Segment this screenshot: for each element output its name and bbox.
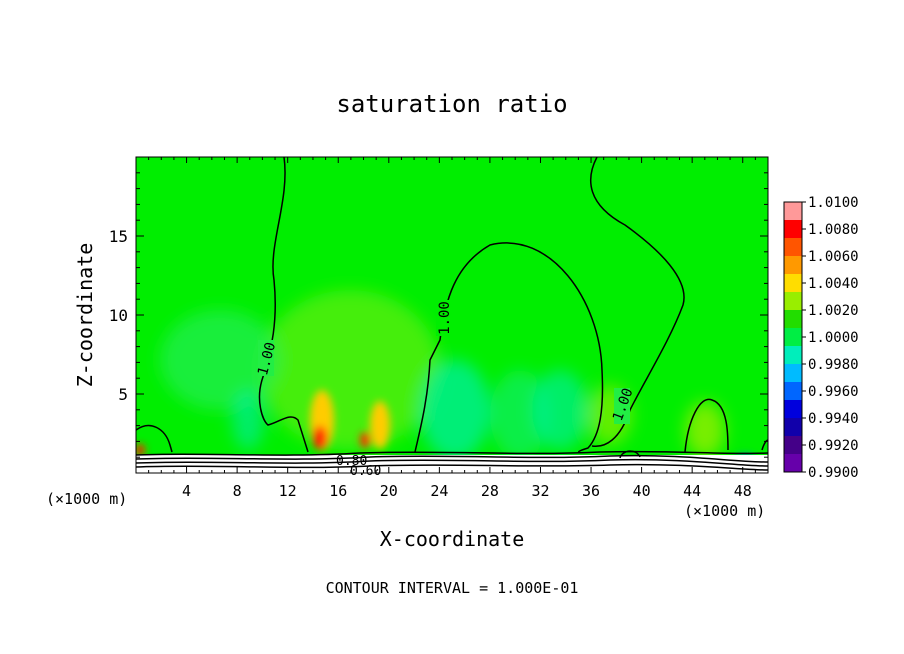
- hotspot: [136, 444, 145, 456]
- colorbar-swatch: [784, 220, 802, 239]
- contour-line: [136, 458, 768, 467]
- colorbar-label: 1.0100: [808, 195, 859, 211]
- colorbar-label: 0.9960: [808, 384, 859, 400]
- label-backdrop: [436, 300, 452, 336]
- x-tick-label: 16: [329, 482, 347, 500]
- x-axis-ticks: 4 8 12 16 20 24 28 32 36 40 44 48: [148, 157, 756, 500]
- colorbar: 1.0100 1.0080 1.0060 1.0040 1.0020 1.0000 0.99…: [783, 195, 859, 481]
- colorbar-swatch: [784, 364, 802, 383]
- contour-line: [414, 242, 604, 453]
- colorbar-label: 1.0060: [808, 249, 859, 265]
- x-tick-label: 4: [182, 482, 191, 500]
- blob: [260, 290, 440, 450]
- colorbar-swatch: [784, 238, 802, 257]
- blob: [685, 402, 725, 458]
- colorbar-swatch: [784, 454, 802, 473]
- colorbar-label: 1.0000: [808, 330, 859, 346]
- x-tick-label: 36: [582, 482, 600, 500]
- hotspot: [313, 426, 327, 450]
- colorbar-swatch: [784, 256, 802, 275]
- colorbar-swatch: [784, 382, 802, 401]
- colorbar-swatch: [784, 400, 802, 419]
- contour-label: 0.60: [350, 464, 381, 479]
- x-tick-label: 48: [734, 482, 752, 500]
- contour-labels: 1.00 1.00 1.00 0.80 0.60: [255, 300, 637, 479]
- contours: [136, 157, 768, 471]
- x-tick-label: 24: [430, 482, 448, 500]
- contour-line: [136, 454, 768, 463]
- blob: [160, 310, 280, 410]
- colorbar-label: 1.0020: [808, 303, 859, 319]
- colorbar-swatch: [784, 310, 802, 329]
- field-blobs: [160, 290, 725, 460]
- x-tick-label: 8: [233, 482, 242, 500]
- chart-title: saturation ratio: [336, 90, 567, 118]
- heatmap-field: [136, 157, 768, 473]
- colorbar-swatch: [784, 274, 802, 293]
- colorbar-swatch: [784, 292, 802, 311]
- blob: [420, 360, 490, 460]
- x-unit-right: (×1000 m): [684, 502, 765, 520]
- colorbar-swatch: [784, 202, 802, 221]
- x-unit-left: (×1000 m): [46, 490, 127, 508]
- label-backdrop: [614, 388, 630, 424]
- x-tick-label: 32: [531, 482, 549, 500]
- colorbar-swatch: [784, 418, 802, 437]
- hotspot: [360, 432, 370, 448]
- colorbar-label: 0.9900: [808, 465, 859, 481]
- x-axis-label: X-coordinate: [380, 527, 525, 551]
- blob: [532, 370, 588, 450]
- contour-line: [136, 424, 173, 453]
- x-tick-label: 12: [279, 482, 297, 500]
- blob: [232, 390, 264, 450]
- colorbar-label: 0.9920: [808, 438, 859, 454]
- colorbar-label: 1.0080: [808, 222, 859, 238]
- colorbar-swatch: [784, 346, 802, 365]
- y-axis-label: Z-coordinate: [73, 243, 97, 388]
- hotspot: [370, 401, 390, 449]
- x-tick-label: 44: [683, 482, 701, 500]
- colorbar-label: 0.9980: [808, 357, 859, 373]
- y-tick-label: 15: [109, 227, 128, 246]
- y-axis-ticks: 5 10 15: [109, 172, 768, 458]
- x-tick-label: 28: [481, 482, 499, 500]
- label-backdrop: [258, 340, 274, 376]
- y-tick-label: 5: [118, 385, 128, 404]
- colorbar-swatch: [784, 436, 802, 455]
- y-tick-label: 10: [109, 306, 128, 325]
- colorbar-label: 1.0040: [808, 276, 859, 292]
- contour-label: 0.80: [336, 454, 367, 469]
- contour-line: [684, 398, 729, 453]
- x-tick-label: 40: [633, 482, 651, 500]
- colorbar-label: 0.9940: [808, 411, 859, 427]
- colorbar-swatch: [784, 328, 802, 347]
- contour-interval-note: CONTOUR INTERVAL = 1.000E-01: [326, 579, 579, 597]
- x-tick-label: 20: [380, 482, 398, 500]
- contour-label: 1.00: [437, 301, 453, 335]
- contour-line: [136, 463, 768, 471]
- contour-line: [136, 450, 768, 456]
